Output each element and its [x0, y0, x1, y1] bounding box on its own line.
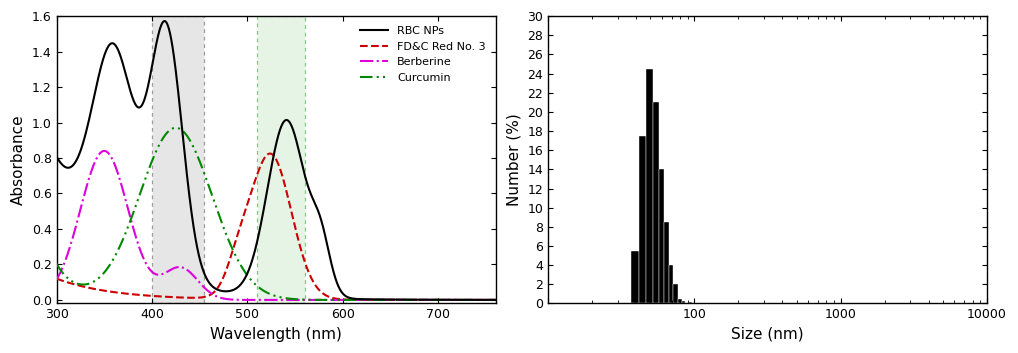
Curcumin — [476, 298, 489, 302]
Curcumin — [490, 298, 502, 302]
Line: Curcumin: Curcumin — [57, 128, 496, 300]
Line: FD&C Red No. 3: FD&C Red No. 3 — [57, 154, 496, 300]
Berberine — [98, 149, 110, 153]
RBC NPs — [264, 172, 276, 176]
Curcumin — [264, 292, 276, 296]
Berberine — [476, 298, 489, 302]
X-axis label: Wavelength (nm): Wavelength (nm) — [210, 327, 342, 342]
Berberine — [73, 213, 86, 217]
Bar — [631, 251, 639, 304]
Berberine — [490, 298, 502, 302]
FD&C Red No. 3 — [73, 283, 86, 288]
Berberine — [252, 298, 265, 302]
RBC NPs — [490, 298, 502, 302]
FD&C Red No. 3 — [252, 169, 265, 173]
FD&C Red No. 3 — [264, 151, 276, 156]
Bar — [653, 102, 659, 304]
FD&C Red No. 3 — [264, 151, 276, 156]
RBC NPs — [73, 153, 86, 157]
Bar — [659, 169, 664, 304]
RBC NPs — [476, 298, 489, 302]
Curcumin — [396, 298, 408, 302]
Line: Berberine: Berberine — [57, 151, 496, 300]
Bar — [664, 222, 669, 304]
Berberine — [51, 278, 63, 282]
Curcumin — [476, 298, 489, 302]
Curcumin — [252, 285, 265, 289]
Y-axis label: Absorbance: Absorbance — [11, 114, 26, 205]
FD&C Red No. 3 — [51, 276, 63, 281]
Bar — [682, 301, 685, 304]
FD&C Red No. 3 — [476, 298, 489, 302]
RBC NPs — [396, 298, 408, 302]
RBC NPs — [476, 298, 489, 302]
Bar — [257, 16, 304, 304]
RBC NPs — [252, 233, 265, 237]
Curcumin — [170, 126, 182, 130]
FD&C Red No. 3 — [476, 298, 489, 302]
Berberine — [264, 298, 276, 302]
Legend: RBC NPs, FD&C Red No. 3, Berberine, Curcumin: RBC NPs, FD&C Red No. 3, Berberine, Curc… — [356, 22, 490, 87]
Y-axis label: Number (%): Number (%) — [507, 113, 521, 206]
FD&C Red No. 3 — [396, 298, 408, 302]
Berberine — [396, 298, 408, 302]
Bar — [673, 284, 678, 304]
Bar — [669, 265, 673, 304]
Curcumin — [51, 262, 63, 266]
RBC NPs — [51, 155, 63, 159]
Bar — [646, 69, 653, 304]
RBC NPs — [159, 19, 171, 23]
Bar — [152, 16, 205, 304]
Bar — [701, 303, 704, 304]
Bar — [639, 136, 646, 304]
Bar — [689, 301, 692, 304]
Line: RBC NPs: RBC NPs — [57, 21, 496, 300]
Bar — [678, 299, 682, 304]
Berberine — [476, 298, 489, 302]
X-axis label: Size (nm): Size (nm) — [731, 327, 804, 342]
FD&C Red No. 3 — [490, 298, 502, 302]
Curcumin — [73, 282, 86, 286]
